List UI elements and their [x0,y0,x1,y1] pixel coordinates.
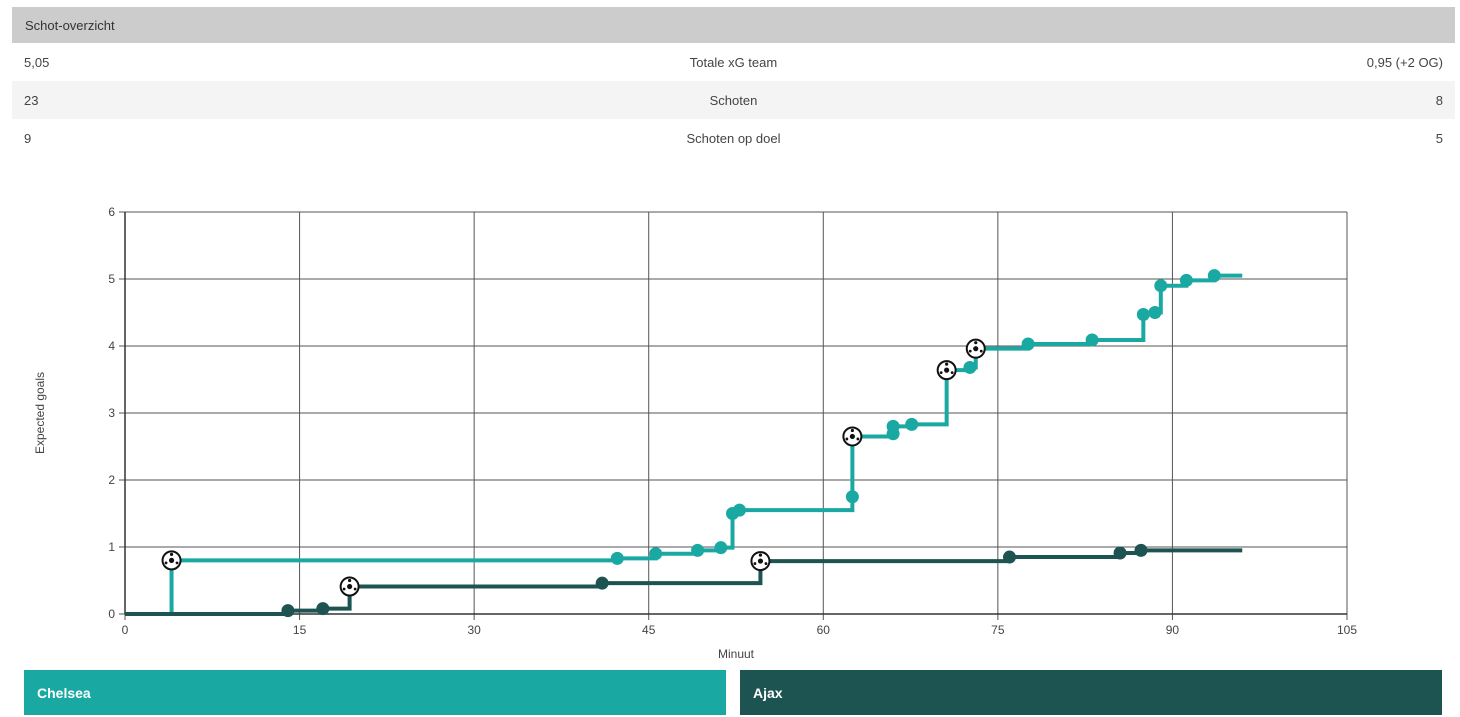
soccer-ball-patch [353,587,357,591]
soccer-ball-patch [845,437,849,441]
x-tick-label: 30 [467,623,481,637]
soccer-ball-patch [758,553,763,557]
chelsea-shot-point [963,360,977,374]
shot-summary-table: Schot-overzicht 5,05 Totale xG team 0,95… [12,7,1455,157]
y-tick-label: 2 [108,473,115,487]
soccer-ball-patch [968,349,972,353]
y-tick-label: 5 [108,272,115,286]
chelsea-shot-point [649,547,663,561]
chelsea-shot-point [1148,306,1162,319]
x-tick-label: 75 [991,623,1005,637]
legend-ajax-label: Ajax [753,684,783,701]
home-total-xg: 5,05 [24,54,50,70]
away-shots: 8 [1435,92,1443,108]
label-total-xg: Totale xG team [689,54,778,70]
chelsea-shot-point [845,490,859,504]
soccer-ball-patch [169,552,174,556]
soccer-ball-patch [850,428,854,433]
y-axis-label: Expected goals [33,372,47,454]
ajax-goal-marker [339,576,360,597]
summary-row-shots-on-target: 9 Schoten op doel 5 [12,119,1455,157]
soccer-ball-patch [348,578,352,583]
legend-chelsea: Chelsea [24,670,726,715]
legend-ajax: Ajax [740,670,1442,715]
legend-chelsea-label: Chelsea [37,684,91,701]
y-tick-label: 1 [108,540,115,554]
soccer-ball-center [347,583,353,590]
chelsea-shot-point [732,503,746,517]
away-total-xg: 0,95 (+2 OG) [1366,54,1443,70]
summary-header: Schot-overzicht [12,7,1455,43]
ajax-shot-point [281,604,295,618]
chelsea-shot-point [610,551,624,565]
soccer-ball-patch [939,371,943,375]
chelsea-goal-marker [842,426,863,447]
chelsea-shot-point [1085,333,1099,347]
label-shots-on-target: Schoten op doel [686,130,781,146]
soccer-ball-patch [764,562,768,565]
summary-row-total-xg: 5,05 Totale xG team 0,95 (+2 OG) [12,43,1455,81]
chart-series [125,269,1243,618]
chelsea-goal-marker [936,360,957,381]
chelsea-shot-point [886,419,900,433]
chelsea-shot-point [1179,273,1193,287]
soccer-ball-patch [945,362,949,366]
ajax-shot-point [316,602,330,616]
soccer-ball-center [944,367,950,373]
ajax-shot-point [1113,546,1127,560]
soccer-ball-patch [950,371,954,375]
soccer-ball-center [757,558,764,564]
x-tick-label: 45 [642,623,656,637]
soccer-ball-patch [974,341,978,345]
soccer-ball-center [168,557,175,563]
x-tick-label: 15 [293,623,307,637]
summary-row-shots: 23 Schoten 8 [12,81,1455,119]
chelsea-shot-point [1021,337,1035,351]
x-axis-label: Minuut [718,647,755,661]
y-tick-label: 3 [108,406,115,420]
chelsea-xg-line [125,273,1243,616]
chelsea-goal-marker [965,338,986,359]
chelsea-goal-marker [161,550,182,571]
chart-grid [124,211,1348,615]
y-tick-label: 0 [108,607,115,621]
x-tick-label: 60 [817,623,831,637]
y-tick-label: 6 [108,205,115,219]
ajax-shot-point [595,576,609,590]
home-shots: 23 [24,92,39,108]
chelsea-shot-point [691,543,705,557]
soccer-ball-center [973,346,979,352]
chelsea-shot-point [714,541,728,555]
soccer-ball-patch [753,562,757,565]
x-tick-label: 0 [122,623,129,637]
chelsea-shot-point [1207,269,1221,283]
ajax-shot-point [1134,543,1148,557]
soccer-ball-patch [175,561,179,565]
chelsea-shot-point [905,417,919,431]
soccer-ball-patch [979,349,983,353]
x-tick-label: 105 [1337,623,1357,637]
label-shots: Schoten [709,92,758,108]
ajax-shot-point [1002,550,1016,564]
y-tick-label: 4 [108,339,115,353]
soccer-ball-center [849,433,855,440]
home-shots-on-target: 9 [24,130,32,146]
chelsea-shot-point [1136,308,1150,322]
x-tick-label: 90 [1166,623,1180,637]
ajax-goal-marker [750,551,771,572]
soccer-ball-patch [856,437,860,441]
away-shots-on-target: 5 [1435,130,1443,146]
soccer-ball-patch [342,587,346,591]
soccer-ball-patch [164,561,168,565]
chelsea-shot-point [1154,279,1168,293]
